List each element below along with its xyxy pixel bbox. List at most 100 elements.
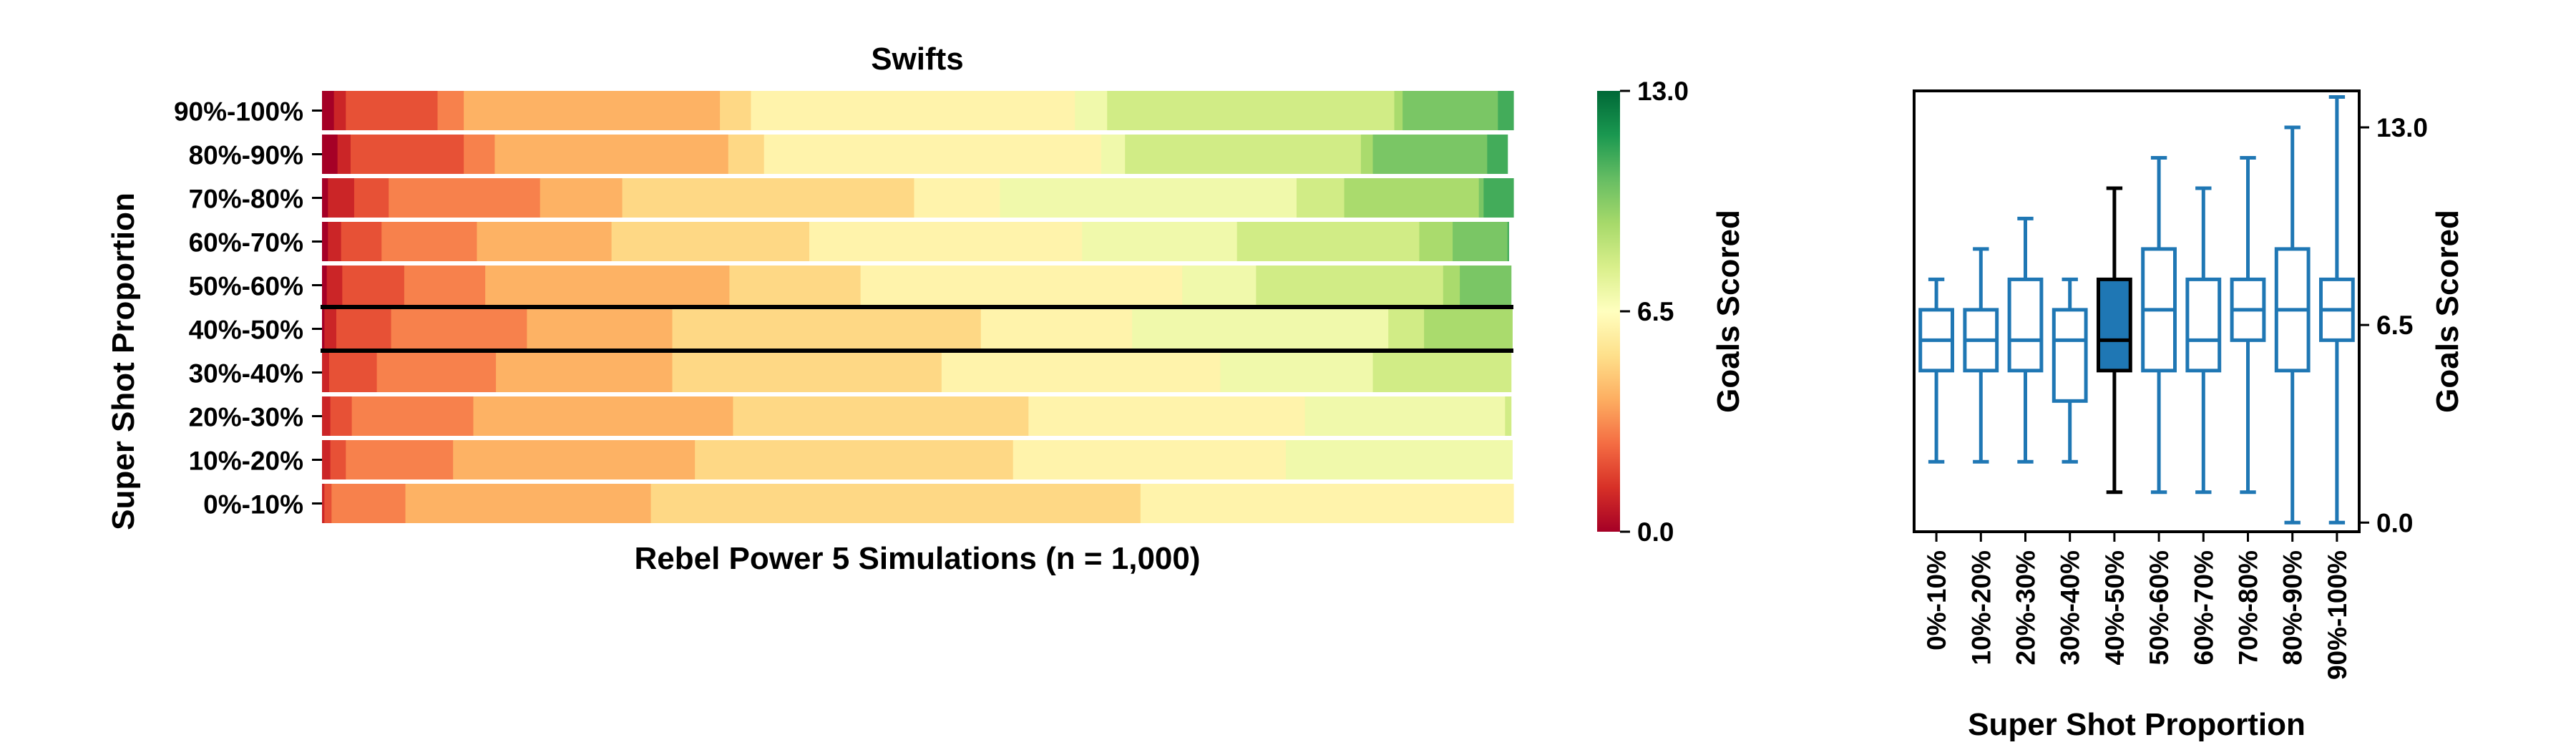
bar-segment: [330, 396, 353, 436]
box-item: [2230, 155, 2266, 495]
bar-segment: [1483, 178, 1514, 218]
bar-segment: [650, 484, 1141, 523]
bar-segment: [1478, 178, 1484, 218]
bar-segment: [941, 353, 1221, 392]
bar-segment: [351, 396, 474, 436]
box-plot-frame: [1913, 89, 2361, 533]
bar-segment: [496, 353, 673, 392]
bar-segment: [437, 91, 464, 130]
box-item: [2319, 94, 2355, 525]
y-tick-label: 60%-70%: [189, 228, 303, 258]
y-tick-label: 0%-10%: [203, 490, 303, 520]
bar-segment: [1028, 396, 1306, 436]
bar-segment: [1013, 440, 1287, 479]
bar-segment: [324, 484, 332, 523]
bar-segment: [1453, 222, 1508, 261]
bar-segment: [376, 353, 497, 392]
x-axis-label: Rebel Power 5 Simulations (n = 1,000): [634, 541, 1200, 576]
bar-segment: [322, 135, 338, 174]
box-x-axis-label: Super Shot Proportion: [1968, 707, 2306, 742]
bar-segment: [1460, 266, 1512, 305]
bar-segment: [1498, 91, 1514, 130]
y-tick-label: 80%-90%: [189, 141, 303, 170]
box-items: [1918, 94, 2355, 525]
colorbar-tick-label: 6.5: [1637, 297, 1674, 326]
bar-segment: [1101, 135, 1126, 174]
box-x-tick-label: 90%-100%: [2323, 550, 2352, 680]
bar-segment: [341, 222, 382, 261]
bar-segment: [381, 222, 478, 261]
bar-segment: [1256, 266, 1444, 305]
bar-segment: [540, 178, 623, 218]
heat-rows: [322, 91, 1514, 523]
y-tick-label: 90%-100%: [174, 97, 303, 127]
bar-segment: [1236, 222, 1420, 261]
bar-segment: [328, 222, 342, 261]
bar-segment: [333, 91, 346, 130]
box-item: [2185, 186, 2222, 495]
colorbar-ticks: 0.0 6.5 13.0: [1620, 77, 1689, 547]
bar-segment: [473, 396, 734, 436]
box-y-tick-label: 6.5: [2376, 311, 2413, 340]
bar-segment: [322, 91, 335, 130]
colorbar-label: Goals Scored: [1711, 210, 1746, 413]
bar-segment: [322, 222, 328, 261]
box-item: [1963, 247, 1999, 464]
bar-segment: [809, 222, 1083, 261]
box-x-tick-label: 70%-80%: [2234, 550, 2263, 665]
bar-segment: [330, 440, 346, 479]
box-item: [1918, 277, 1954, 464]
bar-segment: [1402, 91, 1498, 130]
box-y-tick-label: 0.0: [2376, 508, 2413, 537]
bar-segment: [1505, 396, 1512, 436]
bar-segment: [1220, 353, 1374, 392]
box-iqr: [2007, 277, 2044, 373]
bar-segment: [389, 178, 541, 218]
bar-segment: [391, 309, 527, 349]
bar-segment: [336, 309, 392, 349]
bar-segment: [527, 309, 673, 349]
bar-segment: [331, 484, 406, 523]
bar-segment: [353, 178, 389, 218]
box-x-tick-label: 0%-10%: [1922, 550, 1951, 651]
bar-segment: [322, 440, 331, 479]
bar-segment: [477, 222, 613, 261]
box-x-tick-label: 40%-50%: [2100, 550, 2129, 665]
box-x-tick-label: 60%-70%: [2189, 550, 2218, 665]
bar-segment: [1372, 353, 1512, 392]
bar-segment: [1107, 91, 1395, 130]
y-axis-label: Super Shot Proportion: [106, 193, 141, 530]
y-tick-label: 30%-40%: [189, 359, 303, 389]
bar-segment: [1487, 135, 1508, 174]
box-x-ticks: 0%-10% 10%-20% 20%-30% 30%-40% 40%-50% 50%-60…: [1922, 532, 2352, 680]
bar-segment: [1132, 309, 1389, 349]
bar-segment: [1424, 309, 1513, 349]
bar-segment: [322, 266, 328, 305]
bar-segment: [672, 309, 982, 349]
box-x-tick-label: 80%-90%: [2278, 550, 2308, 665]
colorbar: 0.0 6.5 13.0 Goals Scored: [1597, 77, 1746, 547]
box-iqr: [2185, 277, 2222, 373]
chart-title: Swifts: [871, 42, 964, 77]
stacked-bar-chart: Swifts 90%-100% 80%-90% 70%-80% 60%-70% 50%-…: [106, 42, 1514, 576]
y-tick-label: 20%-30%: [189, 403, 303, 432]
box-iqr: [2051, 308, 2088, 403]
bar-segment: [322, 309, 325, 349]
bar-segment: [342, 266, 405, 305]
bar-segment: [494, 135, 729, 174]
bar-segment: [328, 353, 378, 392]
y-tick-label: 40%-50%: [189, 316, 303, 345]
bar-segment: [1285, 440, 1513, 479]
box-item: [2007, 216, 2044, 464]
bar-segment: [733, 396, 1029, 436]
box-item: [2274, 125, 2311, 525]
bar-segment: [720, 91, 751, 130]
bar-segment: [1082, 222, 1238, 261]
bar-segment: [350, 135, 464, 174]
y-tick-label: 10%-20%: [189, 447, 303, 476]
y-tick-label: 70%-80%: [189, 185, 303, 214]
box-iqr: [2097, 277, 2132, 373]
bar-segment: [337, 135, 351, 174]
